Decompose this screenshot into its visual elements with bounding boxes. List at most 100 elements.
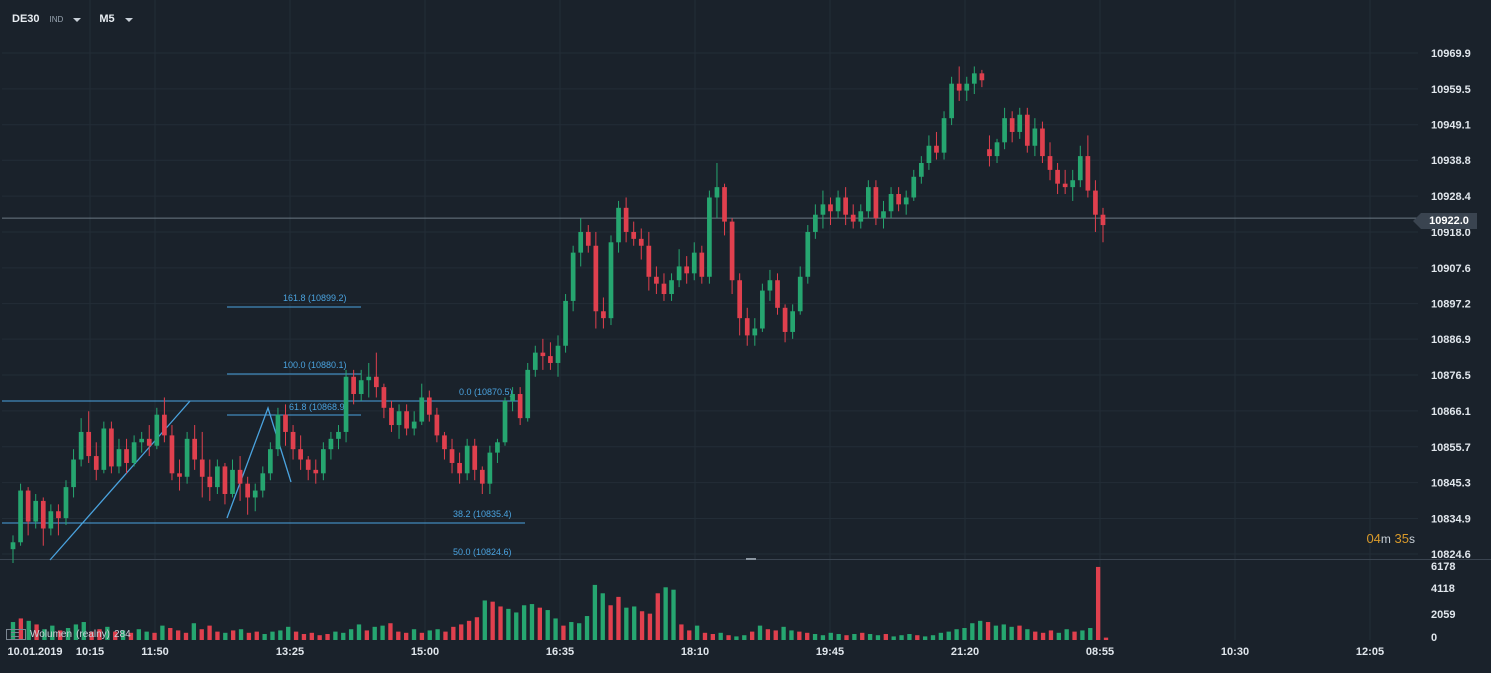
volume-bar (805, 632, 810, 640)
timeframe-selector[interactable]: M5 (99, 13, 115, 25)
volume-bar (411, 629, 417, 640)
volume-bar (1056, 632, 1061, 640)
volume-bar (985, 622, 991, 640)
timeframe-dropdown-chevron-icon[interactable] (124, 18, 133, 22)
volume-bar (749, 631, 755, 640)
candle-body (707, 197, 712, 277)
volume-bar (1095, 566, 1101, 640)
candle-body (86, 431, 92, 457)
volume-bar (529, 604, 535, 640)
volume-bar (73, 624, 79, 640)
volume-bar (372, 626, 377, 640)
volume-bar (922, 636, 928, 640)
candle-body (714, 187, 720, 198)
candle-body (124, 449, 129, 463)
indicator-settings-icon[interactable] (6, 629, 26, 640)
candle-body (563, 300, 568, 346)
volume-bar (1088, 628, 1093, 640)
candle-body (835, 197, 841, 212)
candle-body (1055, 169, 1060, 184)
time-axis-label: 10.01.2019 (7, 646, 62, 658)
volume-bar (419, 632, 425, 640)
candle-body (290, 431, 296, 450)
fib-level-label: 38.2 (10835.4) (453, 509, 512, 519)
candle-body (654, 276, 659, 284)
price-axis-label: 10845.3 (1431, 478, 1471, 490)
price-axis-label: 10959.5 (1431, 84, 1471, 96)
candle-body (1017, 114, 1023, 132)
candle-body (722, 187, 727, 222)
volume-bar (907, 634, 912, 640)
candle-body (426, 397, 432, 415)
volume-bar (278, 630, 283, 640)
candle-body (268, 449, 273, 474)
volume-bar (624, 607, 629, 640)
volume-bar (152, 632, 157, 640)
candle-body (283, 414, 288, 432)
candle-body (964, 83, 970, 91)
candle-body (623, 207, 629, 232)
fib-level-label: 61.8 (10868.9) (289, 402, 348, 412)
symbol-dropdown-chevron-icon[interactable] (73, 18, 82, 22)
volume-bar (734, 636, 739, 640)
candle-body (177, 473, 182, 477)
candle-body (373, 376, 379, 388)
volume-bar (521, 605, 527, 640)
candle-body (313, 469, 319, 474)
candle-body (93, 456, 99, 470)
candle-body (949, 83, 954, 119)
volume-bar (1001, 624, 1006, 640)
candle-body (797, 276, 803, 312)
candle-body (1024, 114, 1030, 146)
volume-bar (364, 630, 370, 640)
candle-body (699, 252, 705, 277)
candle-body (585, 231, 591, 246)
candle-body (918, 162, 924, 177)
volume-bar (584, 616, 590, 640)
candle-body (1040, 128, 1045, 157)
candle-body (525, 369, 531, 419)
time-axis-label: 16:35 (546, 646, 574, 658)
volume-bar (81, 622, 86, 640)
candle-body (676, 266, 682, 281)
candle-body (1070, 180, 1076, 188)
symbol-selector[interactable]: DE30 (12, 13, 40, 25)
volume-bar (333, 631, 338, 640)
volume-bar (616, 596, 621, 640)
candle-body (71, 459, 76, 488)
candle-body (1032, 128, 1038, 146)
instrument-type-label: IND (49, 14, 64, 24)
volume-bar (569, 622, 574, 640)
volume-bar (380, 625, 385, 640)
candle-body (782, 307, 788, 332)
volume-bar (105, 626, 110, 640)
candle-body (48, 511, 54, 529)
candle-body (169, 435, 175, 474)
fib-zigzag (226, 405, 292, 519)
candle-body (33, 500, 39, 522)
volume-bar (765, 629, 771, 640)
candle-body (40, 500, 46, 529)
volume-bar (1033, 631, 1038, 640)
time-axis-label: 11:50 (141, 646, 169, 658)
candle-body (858, 211, 864, 222)
candle-body (78, 431, 84, 460)
candle-body (1100, 214, 1106, 226)
candle-body (10, 542, 16, 550)
price-axis-label: 10824.6 (1431, 549, 1471, 561)
candle-body (381, 387, 387, 408)
time-axis-label: 13:25 (276, 646, 304, 658)
volume-bar (694, 625, 700, 640)
candle-body (638, 238, 644, 246)
candle-body (896, 194, 901, 205)
candle-body (1062, 183, 1068, 188)
volume-axis-label: 0 (1431, 632, 1437, 644)
volume-bar (561, 625, 566, 640)
volume-bar (97, 629, 102, 640)
volume-bar (1025, 629, 1030, 640)
volume-bar (852, 634, 857, 640)
time-axis-label: 10:30 (1221, 646, 1249, 658)
candle-body (540, 352, 546, 357)
